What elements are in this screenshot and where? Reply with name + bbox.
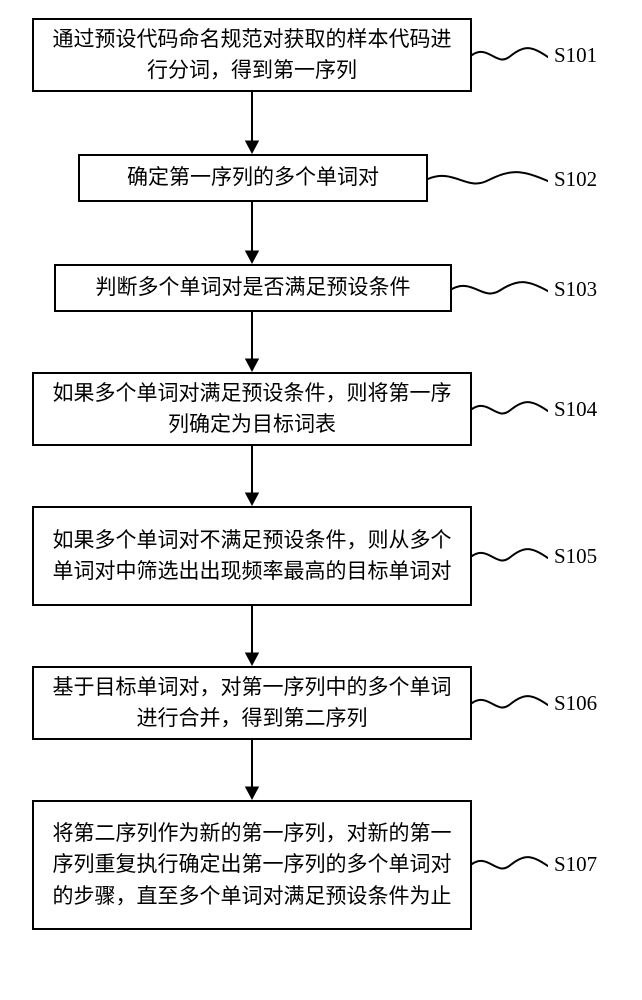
- flow-step-box: 基于目标单词对，对第一序列中的多个单词进行合并，得到第二序列: [32, 666, 472, 740]
- flow-arrow: [237, 312, 267, 372]
- flow-step-box: 如果多个单词对不满足预设条件，则从多个单词对中筛选出出现频率最高的目标单词对: [32, 506, 472, 606]
- flow-arrow: [237, 606, 267, 666]
- flowchart-canvas: 通过预设代码命名规范对获取的样本代码进行分词，得到第一序列 S101 确定第一序列的…: [0, 0, 642, 1000]
- flow-arrow: [237, 740, 267, 800]
- flow-arrow: [237, 202, 267, 264]
- flow-step-box: 将第二序列作为新的第一序列，对新的第一序列重复执行确定出第一序列的多个单词对的步…: [32, 800, 472, 930]
- flow-step-label: S107: [554, 852, 597, 877]
- flow-arrow: [237, 92, 267, 154]
- connector-tilde: [472, 850, 548, 878]
- flow-step-label: S103: [554, 277, 597, 302]
- flow-step-label: S105: [554, 544, 597, 569]
- connector-tilde: [472, 395, 548, 423]
- flow-step-label: S101: [554, 43, 597, 68]
- flow-step-label: S106: [554, 691, 597, 716]
- flow-step-box: 确定第一序列的多个单词对: [78, 154, 428, 202]
- connector-tilde: [428, 165, 548, 193]
- connector-tilde: [452, 275, 548, 303]
- flow-step-box: 通过预设代码命名规范对获取的样本代码进行分词，得到第一序列: [32, 18, 472, 92]
- flow-arrow: [237, 446, 267, 506]
- connector-tilde: [472, 542, 548, 570]
- flow-step-label: S102: [554, 167, 597, 192]
- flow-step-label: S104: [554, 397, 597, 422]
- flow-step-box: 判断多个单词对是否满足预设条件: [54, 264, 452, 312]
- connector-tilde: [472, 41, 548, 69]
- connector-tilde: [472, 689, 548, 717]
- flow-step-box: 如果多个单词对满足预设条件，则将第一序列确定为目标词表: [32, 372, 472, 446]
